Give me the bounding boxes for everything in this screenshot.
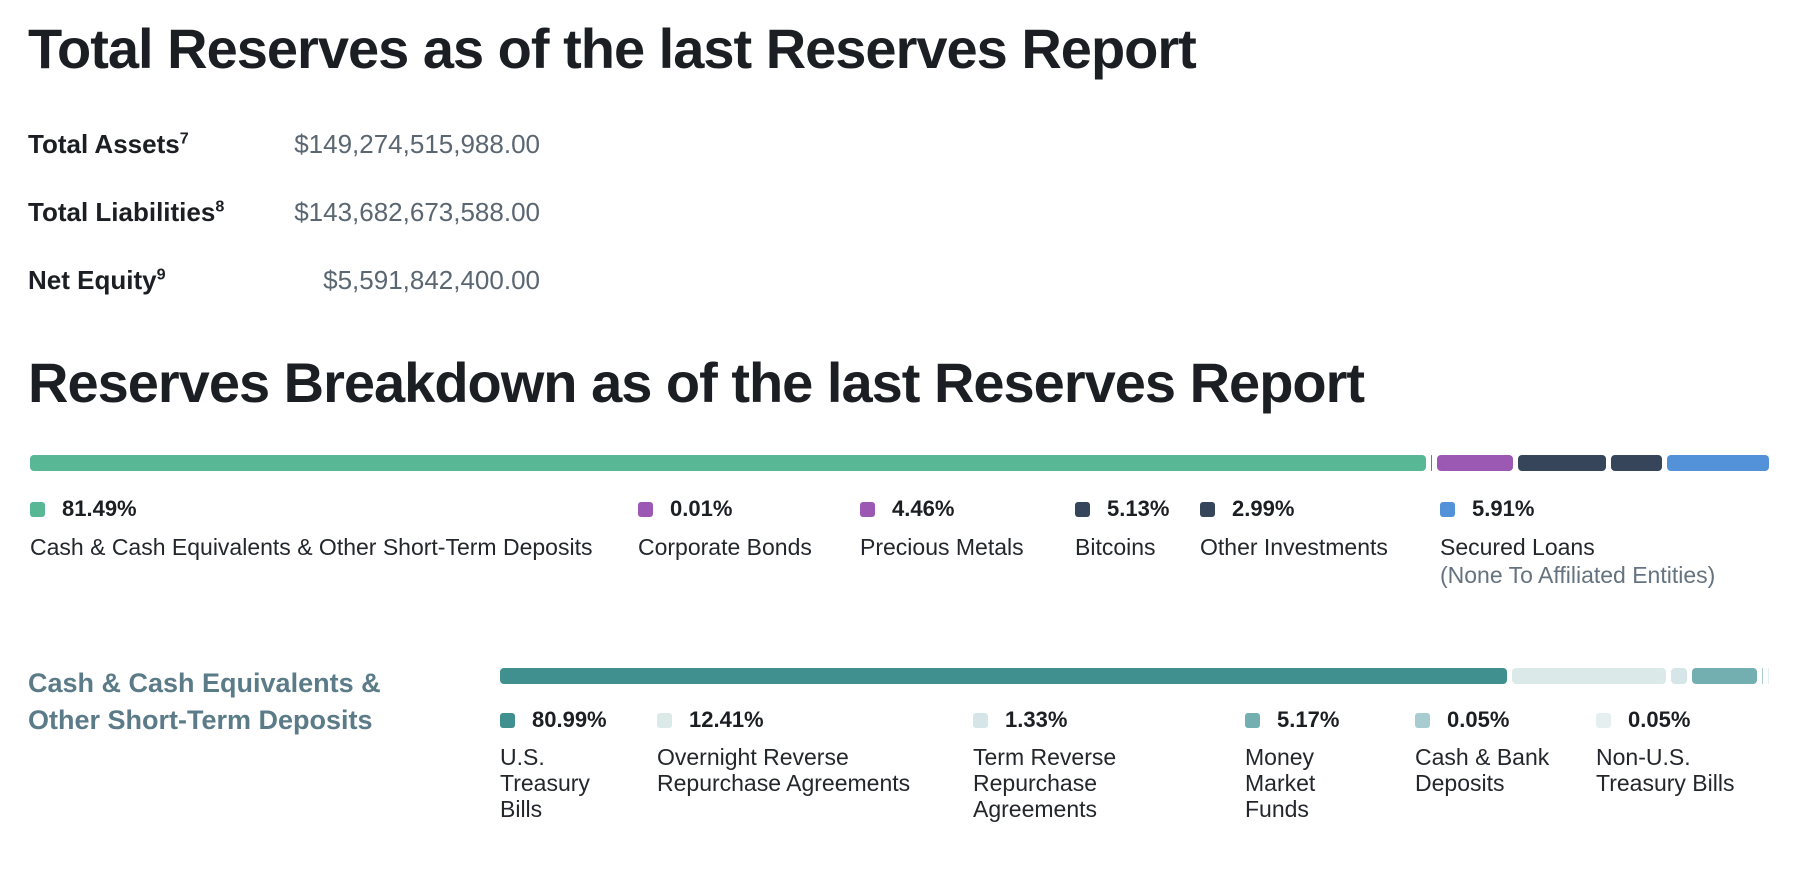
legend-item-term-reverse-repurchase-agreements: 1.33% Term Reverse Repurchase Agreements [973,707,1143,822]
legend-item-overnight-reverse-repurchase-agreements: 12.41% Overnight Reverse Repurchase Agree… [657,707,967,796]
legend-head: 1.33% [973,707,1143,732]
cash-equivalents-chart: 80.99% U.S. Treasury Bills 12.41% Overnight… [500,668,1769,843]
legend-label: Overnight Reverse Repurchase Agreements [657,744,911,796]
legend-label: Corporate Bonds [638,534,812,560]
legend-swatch-corporate-bonds [638,501,653,517]
stat-label-total-assets: Total Assets7 [28,128,189,160]
stat-label-text: Total Liabilities [28,197,216,227]
legend-label: Secured Loans [1440,534,1595,560]
legend-head: 81.49% [30,496,592,521]
legend-head: 80.99% [500,707,630,732]
legend-head: 0.05% [1596,707,1766,732]
legend-item-corporate-bonds: 0.01% Corporate Bonds [638,496,812,561]
stat-label-text: Net Equity [28,265,157,295]
legend-head: 0.01% [638,496,812,521]
legend-head: 2.99% [1200,496,1388,521]
legend-item-cash-cash-equivalents-other-short-term-deposits: 81.49% Cash & Cash Equivalents & Other Sh… [30,496,593,561]
legend-head: 5.91% [1440,496,1715,521]
bar-segment-money-market-funds [1692,668,1757,684]
legend-swatch-term-reverse-repurchase-agreements [973,712,988,728]
stat-row-total-assets: Total Assets7 $149,274,515,988.00 [28,128,540,160]
bar-segment-cash-bank-deposits [1761,668,1763,684]
total-reserves-title: Total Reserves as of the last Reserves R… [28,17,1197,80]
bar-segment-other-investments [1611,455,1663,471]
legend-head: 5.13% [1075,496,1170,521]
legend-item-non-u-s-treasury-bills: 0.05% Non-U.S. Treasury Bills [1596,707,1766,796]
legend-percentage: 5.17% [1277,707,1340,732]
legend-item-money-market-funds: 5.17% Money Market Funds [1245,707,1355,822]
legend-percentage: 5.13% [1107,496,1170,521]
legend-percentage: 12.41% [689,707,764,732]
bar-segment-bitcoins [1518,455,1607,471]
bar-segment-non-u-s-treasury-bills [1767,668,1769,684]
legend-head: 0.05% [1415,707,1595,732]
bar-segment-overnight-reverse-repurchase-agreements [1511,668,1666,684]
footnote-ref: 7 [179,129,189,148]
legend-item-u-s-treasury-bills: 80.99% U.S. Treasury Bills [500,707,630,822]
cash-equivalents-bar [500,668,1769,684]
cash-equivalents-section-label-line2: Other Short-Term Deposits [28,705,373,735]
legend-label: U.S. Treasury Bills [500,744,590,822]
legend-swatch-non-u-s-treasury-bills [1596,712,1611,728]
bar-segment-corporate-bonds [1430,455,1432,471]
legend-label: Non-U.S. Treasury Bills [1596,744,1735,796]
legend-label: Bitcoins [1075,534,1156,560]
legend-head: 12.41% [657,707,967,732]
legend-percentage: 5.91% [1472,496,1535,521]
stat-value-net-equity: $5,591,842,400.00 [323,265,540,295]
legend-item-precious-metals: 4.46% Precious Metals [860,496,1024,561]
stat-row-net-equity: Net Equity9 $5,591,842,400.00 [28,264,540,296]
reserves-breakdown-chart: 81.49% Cash & Cash Equivalents & Other Sh… [30,455,1769,590]
legend-swatch-cash-cash-equivalents-other-short-term-deposits [30,501,45,517]
bar-segment-cash-cash-equivalents-other-short-term-deposits [30,455,1426,471]
stat-label-net-equity: Net Equity9 [28,264,166,296]
cash-equivalents-section-label: Cash & Cash Equivalents & Other Short-Te… [28,665,381,739]
bar-segment-u-s-treasury-bills [500,668,1507,684]
legend-item-secured-loans: 5.91% Secured Loans (None To Affiliated En… [1440,496,1716,589]
legend-swatch-precious-metals [860,501,875,517]
legend-label: Precious Metals [860,534,1024,560]
footnote-ref: 9 [156,265,166,284]
legend-percentage: 4.46% [892,496,955,521]
legend-swatch-bitcoins [1075,501,1090,517]
legend-swatch-u-s-treasury-bills [500,712,515,728]
legend-percentage: 1.33% [1005,707,1068,732]
legend-head: 5.17% [1245,707,1355,732]
legend-percentage: 2.99% [1232,496,1295,521]
legend-swatch-overnight-reverse-repurchase-agreements [657,712,672,728]
legend-head: 4.46% [860,496,1024,521]
stat-value-total-liabilities: $143,682,673,588.00 [294,197,540,227]
legend-label: Term Reverse Repurchase Agreements [973,744,1117,822]
legend-label: Money Market Funds [1245,744,1316,822]
legend-label: Cash & Bank Deposits [1415,744,1550,796]
footnote-ref: 8 [215,197,225,216]
legend-percentage: 81.49% [62,496,137,521]
stat-label-text: Total Assets [28,129,180,159]
legend-item-cash-bank-deposits: 0.05% Cash & Bank Deposits [1415,707,1595,796]
reserves-breakdown-title: Reserves Breakdown as of the last Reserv… [28,351,1365,414]
legend-item-bitcoins: 5.13% Bitcoins [1075,496,1170,561]
legend-label: Cash & Cash Equivalents & Other Short-Te… [30,534,593,560]
legend-swatch-other-investments [1200,501,1215,517]
reserves-breakdown-bar [30,455,1769,471]
bar-segment-term-reverse-repurchase-agreements [1670,668,1688,684]
legend-swatch-secured-loans [1440,501,1455,517]
legend-sublabel: (None To Affiliated Entities) [1440,562,1716,588]
stat-label-total-liabilities: Total Liabilities8 [28,196,224,228]
bar-segment-precious-metals [1436,455,1514,471]
legend-percentage: 80.99% [532,707,607,732]
legend-swatch-cash-bank-deposits [1415,712,1430,728]
stat-row-total-liabilities: Total Liabilities8 $143,682,673,588.00 [28,196,540,228]
cash-equivalents-section-label-line1: Cash & Cash Equivalents & [28,668,381,698]
legend-label: Other Investments [1200,534,1388,560]
bar-segment-secured-loans [1667,455,1769,471]
legend-percentage: 0.05% [1447,707,1510,732]
legend-percentage: 0.05% [1628,707,1691,732]
legend-item-other-investments: 2.99% Other Investments [1200,496,1388,561]
legend-swatch-money-market-funds [1245,712,1260,728]
legend-percentage: 0.01% [670,496,733,521]
stat-value-total-assets: $149,274,515,988.00 [294,129,540,159]
total-reserves-stats: Total Assets7 $149,274,515,988.00 Total … [28,128,540,308]
